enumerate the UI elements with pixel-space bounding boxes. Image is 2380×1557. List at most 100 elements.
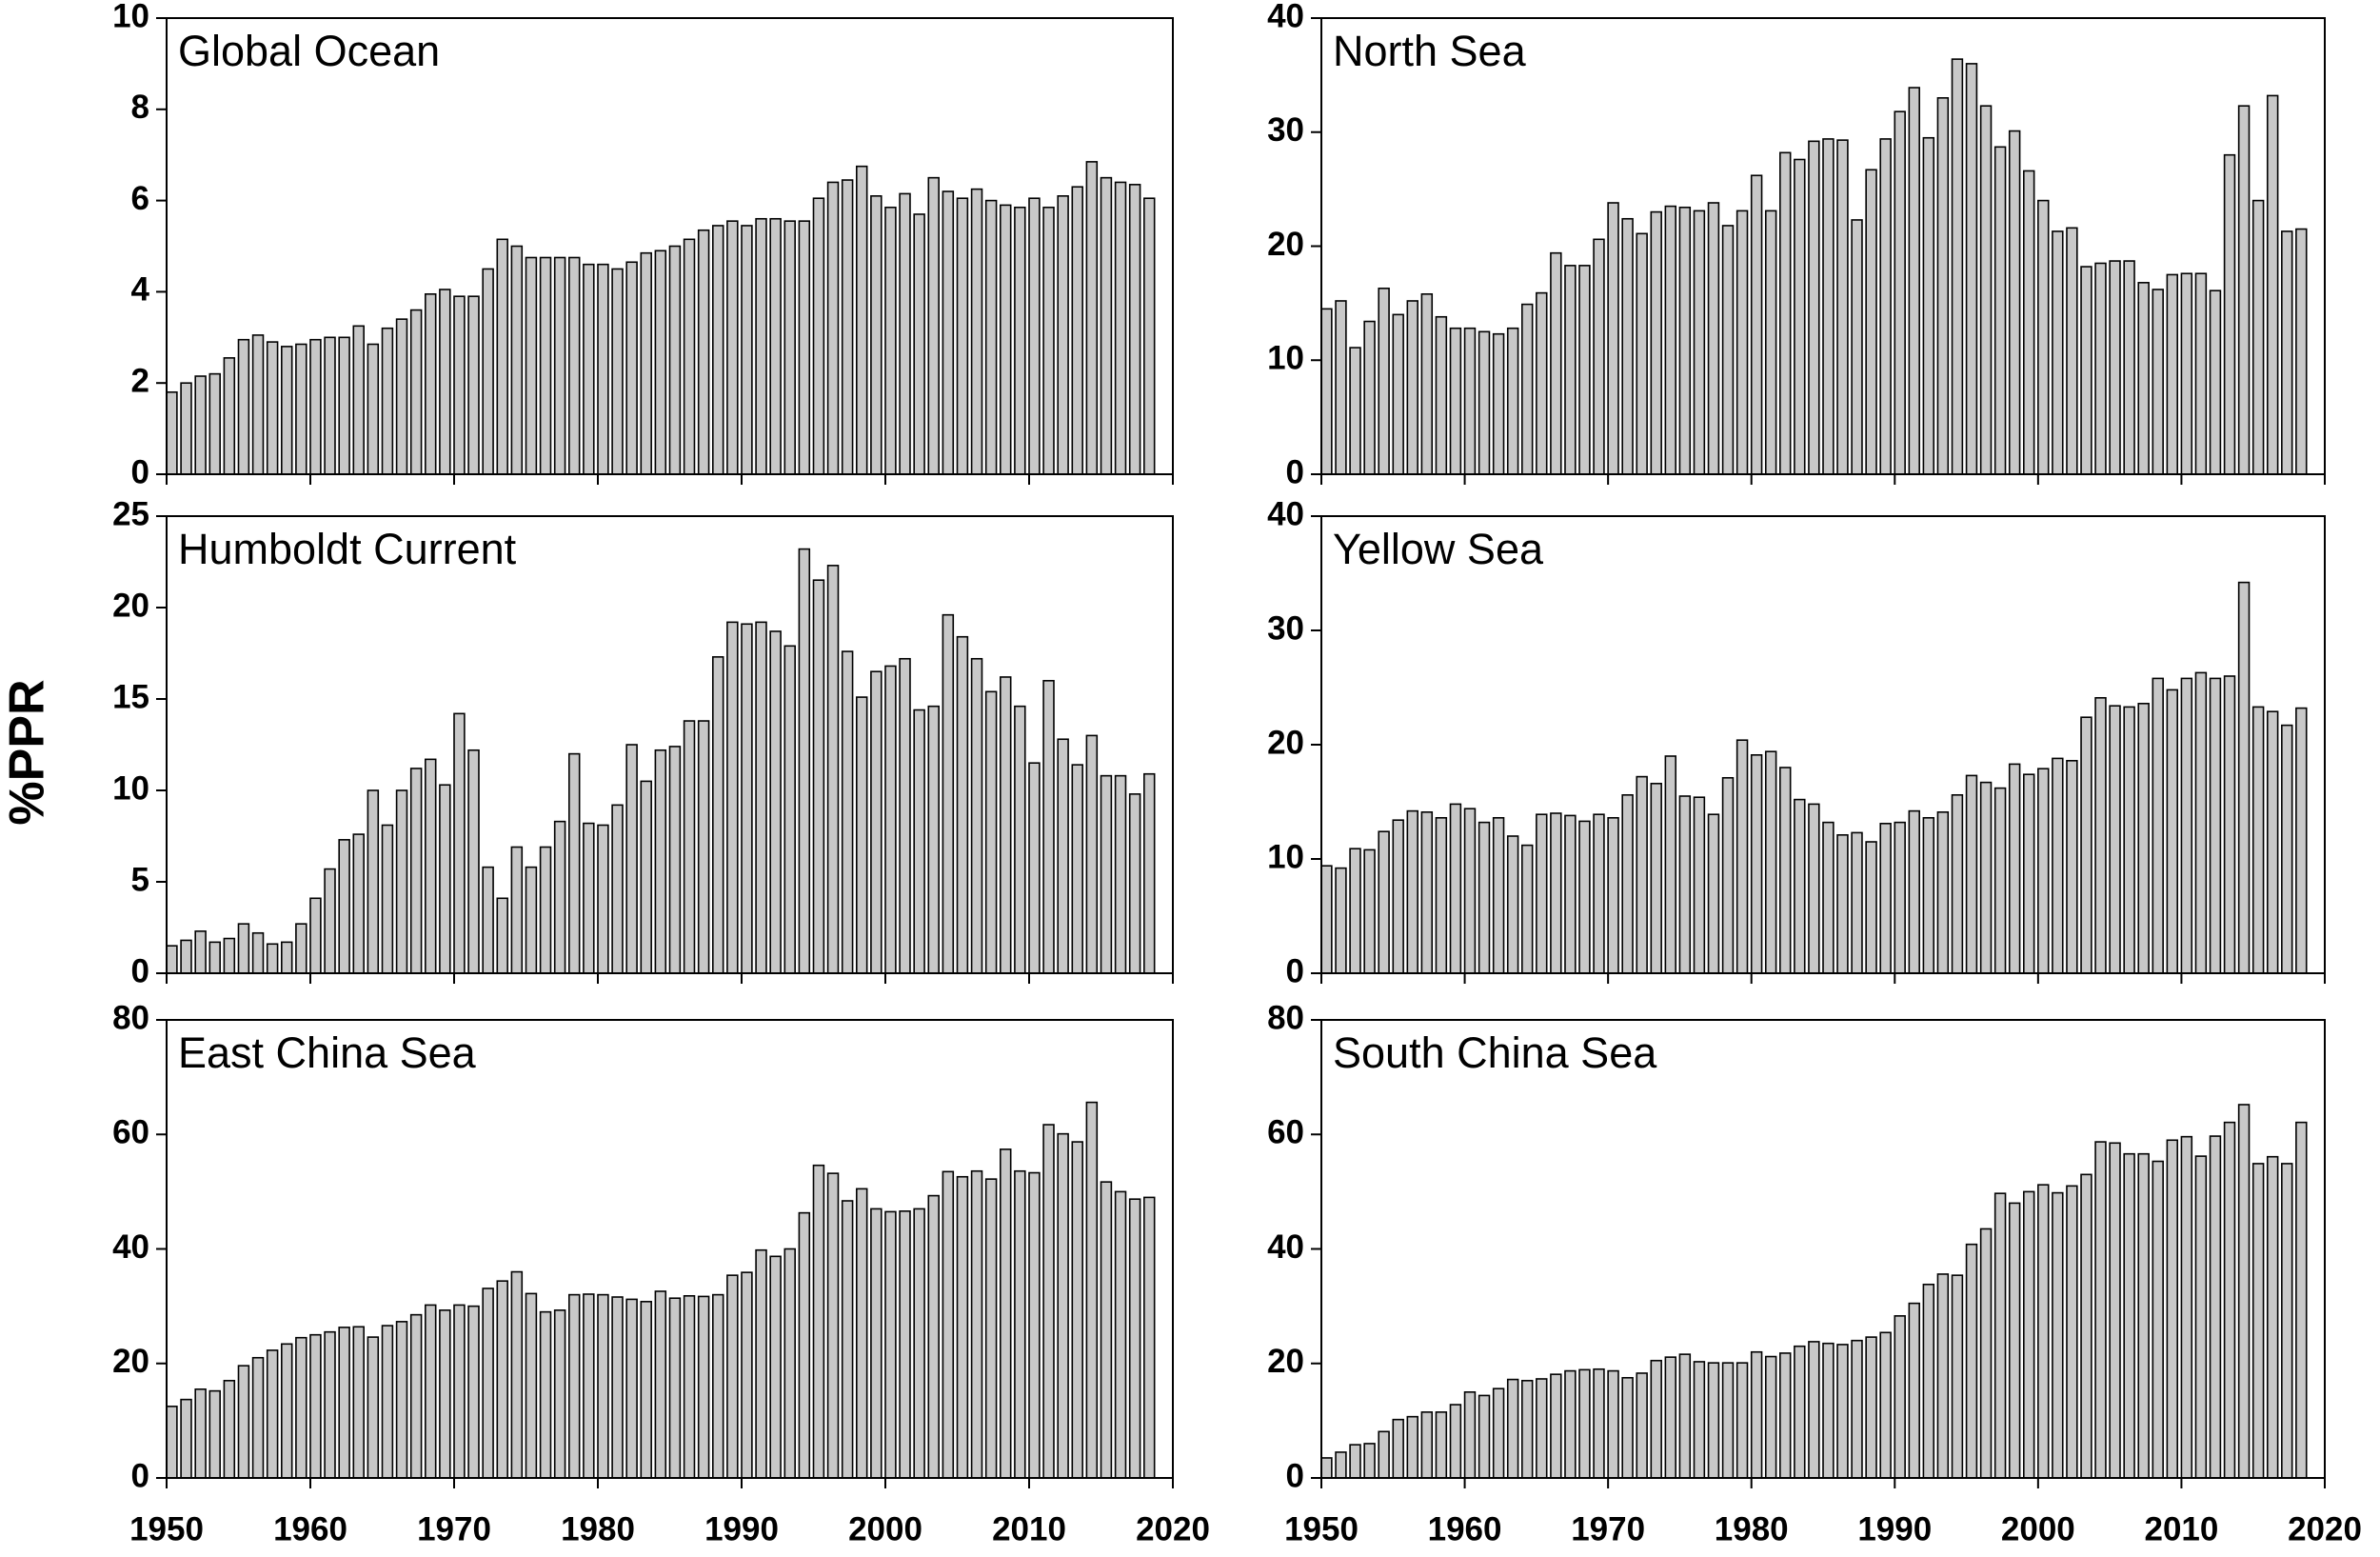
bar — [1936, 1273, 1950, 1479]
bar — [2223, 1121, 2236, 1479]
bar — [1506, 1378, 1519, 1479]
bar — [1607, 1369, 1619, 1479]
bar — [1435, 315, 1448, 475]
bar — [1735, 1362, 1749, 1479]
bar — [1822, 821, 1835, 974]
bar — [1664, 1356, 1677, 1479]
bar — [1349, 1444, 1361, 1479]
bar — [525, 866, 538, 974]
bar — [1463, 1391, 1477, 1479]
bar — [2180, 272, 2193, 475]
bar — [841, 650, 854, 974]
bar — [496, 1280, 508, 1479]
bar — [510, 245, 524, 475]
bar — [453, 1304, 466, 1479]
bar — [1693, 1361, 1706, 1479]
bar — [1650, 1359, 1662, 1479]
bar — [1406, 809, 1418, 974]
x-tick-label: 1970 — [1571, 1510, 1645, 1547]
bar — [2137, 702, 2150, 974]
bar — [956, 1175, 969, 1479]
bar — [439, 289, 451, 475]
bar — [1349, 848, 1361, 974]
bar — [1564, 814, 1577, 974]
y-tick-label: 6 — [131, 180, 149, 217]
bar — [984, 199, 998, 475]
bar — [2194, 272, 2208, 475]
bar — [1808, 140, 1820, 475]
bar — [2080, 1173, 2092, 1479]
bar — [1128, 184, 1141, 475]
bar — [1042, 679, 1055, 974]
bar — [1621, 1376, 1634, 1479]
bar — [1100, 176, 1113, 475]
bar — [194, 1388, 207, 1479]
bar — [2266, 710, 2279, 974]
bar — [1420, 292, 1434, 475]
bar — [2152, 677, 2164, 974]
bar — [1993, 146, 2007, 475]
bar — [309, 897, 322, 974]
bar — [2166, 1139, 2179, 1479]
bar — [1836, 139, 1849, 475]
y-tick-label: 0 — [131, 453, 149, 490]
bar — [726, 1274, 739, 1479]
bar — [1564, 265, 1577, 475]
bar — [668, 1297, 682, 1479]
bar — [1100, 1181, 1113, 1479]
bar — [1721, 1362, 1735, 1479]
y-tick-label: 10 — [1267, 340, 1304, 377]
bar — [2066, 227, 2078, 475]
bar — [2037, 1184, 2050, 1479]
bar — [1406, 300, 1418, 475]
bar — [2023, 1190, 2035, 1479]
bar — [467, 1305, 480, 1479]
bar — [496, 238, 508, 475]
bar — [1993, 787, 2007, 974]
bar — [1550, 1373, 1562, 1479]
bar — [783, 1248, 796, 1479]
bar — [1449, 327, 1462, 475]
bar — [956, 197, 969, 475]
bar — [927, 176, 940, 475]
bar — [899, 1210, 911, 1479]
bar — [1750, 753, 1763, 974]
bar — [1000, 1148, 1012, 1479]
bar — [1851, 1339, 1863, 1479]
bar — [1607, 202, 1619, 475]
bar — [510, 846, 524, 974]
bar — [409, 1313, 423, 1479]
bar — [1550, 251, 1562, 475]
bar — [1965, 63, 1978, 475]
bar — [755, 1248, 767, 1479]
bar — [482, 1288, 494, 1479]
bar — [352, 833, 365, 974]
bar — [2037, 199, 2050, 475]
y-tick-label: 60 — [112, 1114, 149, 1151]
y-tick-label: 10 — [1267, 838, 1304, 875]
bar — [1521, 1379, 1534, 1479]
bar — [1057, 1132, 1069, 1479]
bar — [1936, 810, 1950, 974]
bar — [1693, 796, 1706, 974]
bar — [208, 372, 221, 475]
bar — [855, 165, 868, 475]
bar — [453, 712, 466, 974]
y-tick-label: 10 — [112, 769, 149, 807]
bar — [1894, 110, 1906, 475]
bar — [1114, 774, 1127, 974]
bar — [1521, 844, 1534, 974]
bar — [2109, 260, 2121, 475]
y-tick-label: 2 — [131, 362, 149, 399]
bar — [1979, 1228, 1993, 1479]
bar — [783, 645, 796, 974]
bar — [812, 197, 825, 475]
bar — [237, 338, 250, 475]
bar — [1128, 793, 1141, 974]
bar — [855, 1188, 868, 1479]
bar — [2266, 1155, 2279, 1479]
x-tick-label: 1990 — [704, 1510, 779, 1547]
bar — [884, 1210, 897, 1479]
bar — [2137, 282, 2150, 475]
y-tick-label: 0 — [131, 1457, 149, 1494]
